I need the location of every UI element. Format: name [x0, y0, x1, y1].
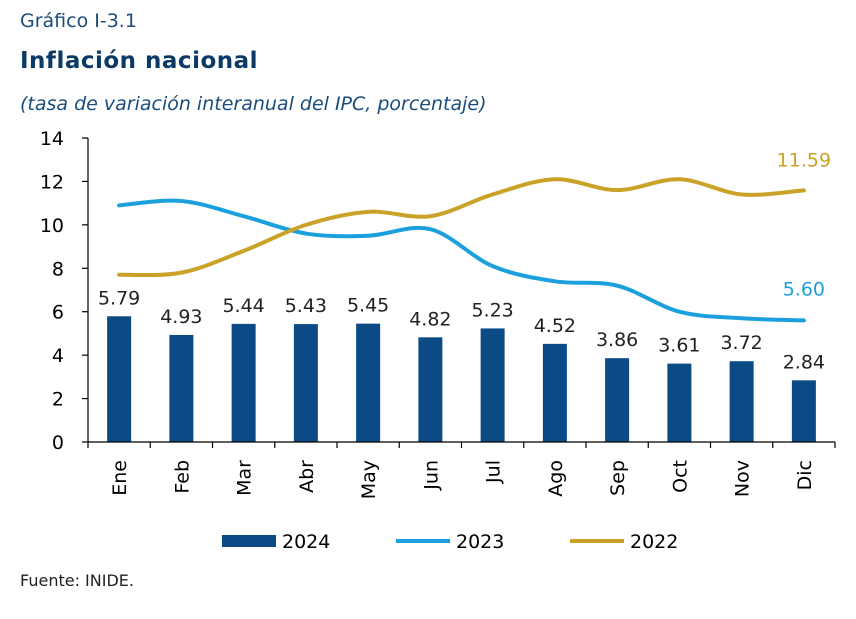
y-tick-label: 10 — [40, 215, 64, 237]
source-note: Fuente: INIDE. — [20, 571, 134, 590]
x-tick-label-abr: Abr — [296, 460, 318, 493]
bar-dic — [791, 380, 816, 442]
bar-label-ene: 5.79 — [98, 287, 140, 309]
legend-swatch-2024 — [222, 535, 276, 547]
x-tick-label-jun: Jun — [420, 460, 442, 491]
bar-label-may: 5.45 — [347, 295, 389, 317]
y-tick-label: 12 — [40, 171, 64, 193]
x-tick-label-nov: Nov — [732, 460, 754, 497]
bar-label-sep: 3.86 — [596, 329, 638, 351]
legend-label-2023: 2023 — [456, 531, 504, 553]
bar-sep — [605, 358, 630, 442]
x-tick-label-feb: Feb — [171, 460, 193, 494]
legend: 2024 2023 2022 — [222, 531, 678, 553]
line-2023 — [117, 198, 806, 323]
x-tick-label-oct: Oct — [669, 460, 691, 493]
bar-mar — [231, 323, 256, 442]
legend-label-2024: 2024 — [282, 531, 330, 553]
bar-label-jul: 5.23 — [471, 299, 513, 321]
y-tick-label: 4 — [52, 345, 64, 367]
bar-jul — [480, 328, 505, 442]
bar-label-oct: 3.61 — [658, 335, 700, 357]
legend-label-2022: 2022 — [630, 531, 678, 553]
line-2022 — [117, 177, 806, 278]
line-series — [117, 177, 806, 323]
end-label-2022: 11.59 — [777, 149, 831, 171]
x-tick-label-may: May — [358, 460, 380, 499]
bar-label-abr: 5.43 — [285, 295, 327, 317]
data-labels: 5.60 11.59 5.79 4.93 5.44 5.43 5.45 4.82 5.23 4.5… — [98, 149, 831, 373]
end-label-2023: 5.60 — [783, 278, 825, 300]
x-tick-label-ene: Ene — [109, 460, 131, 496]
x-tick-label-jul: Jul — [483, 460, 505, 484]
x-tick-label-ago: Ago — [545, 460, 567, 497]
x-tick-label-mar: Mar — [234, 460, 256, 496]
chart-title: Inflación nacional — [20, 48, 259, 74]
y-tick-label: 14 — [40, 128, 64, 150]
bar-may — [356, 323, 381, 442]
bar-label-ago: 4.52 — [534, 315, 576, 337]
y-tick-label: 2 — [52, 389, 64, 411]
bar-abr — [293, 324, 318, 442]
chart-number: Gráfico I-3.1 — [20, 10, 137, 32]
bar-feb — [169, 334, 194, 442]
bar-label-feb: 4.93 — [160, 306, 202, 328]
bar-ago — [542, 343, 567, 442]
bar-nov — [729, 361, 754, 442]
bar-label-jun: 4.82 — [409, 308, 451, 330]
bars-2024 — [107, 316, 816, 442]
y-tick-label: 6 — [52, 302, 64, 324]
y-tick-label: 8 — [52, 258, 64, 280]
axes: 0 2 4 6 8 10 12 14 Ene Feb Mar Abr May Jun Jul Ago Sep Oc… — [40, 128, 836, 499]
bar-ene — [107, 316, 132, 442]
bar-label-dic: 2.84 — [783, 351, 825, 373]
bar-label-mar: 5.44 — [222, 295, 264, 317]
chart-subtitle: (tasa de variación interanual del IPC, p… — [20, 93, 487, 115]
y-tick-label: 0 — [52, 432, 64, 454]
bar-oct — [667, 363, 692, 442]
bar-label-nov: 3.72 — [720, 332, 762, 354]
bar-jun — [418, 337, 443, 442]
x-tick-label-sep: Sep — [607, 460, 629, 496]
x-tick-label-dic: Dic — [794, 460, 816, 490]
